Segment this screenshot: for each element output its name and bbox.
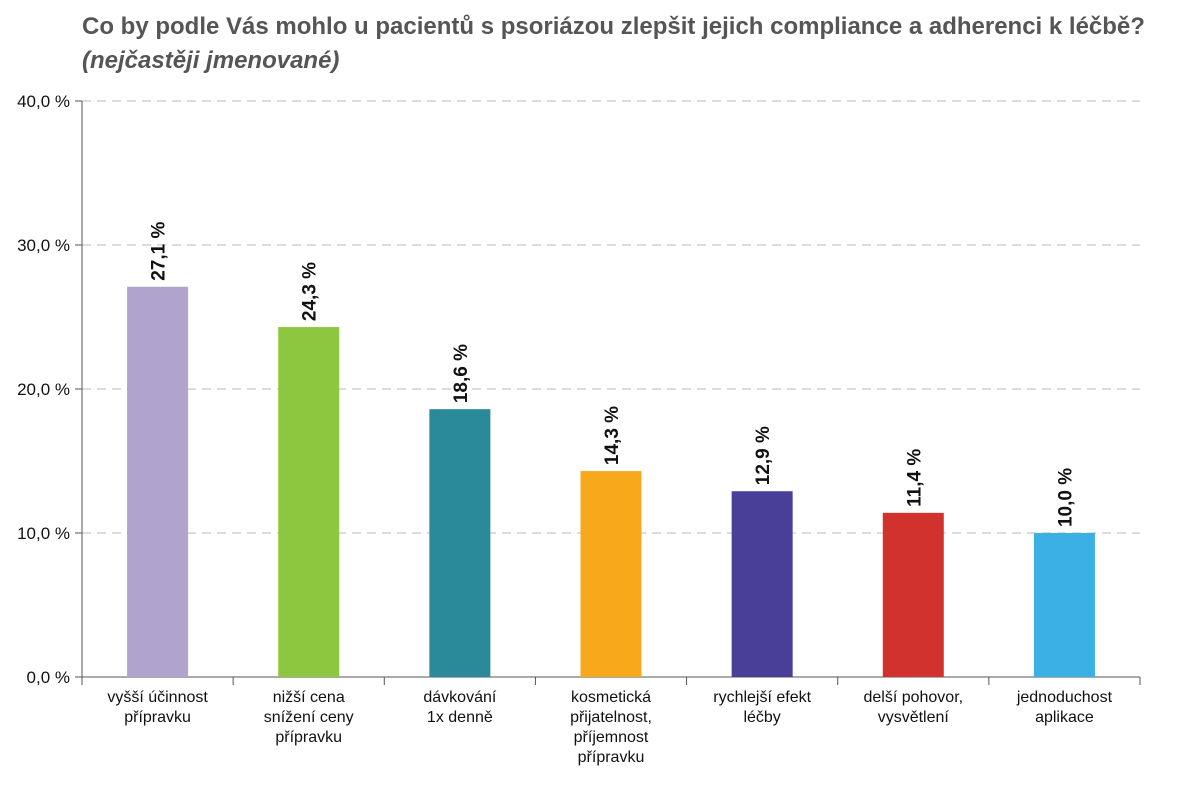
- bar-value-label: 10,0 %: [1055, 468, 1076, 527]
- x-category-label-line: léčby: [743, 709, 780, 726]
- x-category-label-line: snížení ceny: [264, 709, 354, 726]
- y-tick-label: 40,0 %: [17, 92, 70, 111]
- x-category-label: kosmetická přijatelnost, příjemnost příprav…: [570, 689, 652, 766]
- x-category-label: rychlejší efekt léčby: [713, 689, 811, 726]
- bar-value-label: 27,1 %: [149, 222, 170, 281]
- x-category-label-line: příjemnost: [574, 729, 649, 746]
- x-category-label: vyšší účinnost přípravku: [107, 689, 208, 726]
- x-category-label-line: přípravku: [275, 729, 342, 746]
- x-category-label-line: přijatelnost,: [570, 709, 652, 726]
- x-category-label-line: vysvětlení: [878, 709, 950, 726]
- x-category-label-line: delší pohovor,: [863, 689, 963, 706]
- x-category-label-line: rychlejší efekt: [713, 689, 811, 706]
- x-category-label: delší pohovor, vysvětlení: [863, 689, 963, 726]
- chart-title-main: Co by podle Vás mohlo u pacientů s psori…: [82, 13, 1145, 40]
- chart-title: Co by podle Vás mohlo u pacientů s psori…: [82, 10, 1192, 78]
- bar: [731, 491, 793, 677]
- bar: [429, 409, 491, 677]
- bar-value-label: 18,6 %: [451, 344, 472, 403]
- y-tick-label: 20,0 %: [17, 380, 70, 399]
- bar: [882, 512, 944, 677]
- x-category-label-line: kosmetická: [571, 689, 651, 706]
- bar-value-label: 24,3 %: [300, 262, 321, 321]
- bar: [127, 286, 189, 677]
- bar: [1033, 533, 1095, 677]
- bar: [580, 471, 642, 677]
- y-tick-label: 0,0 %: [27, 668, 70, 687]
- x-category-label-line: vyšší účinnost: [107, 689, 208, 706]
- bar-value-label: 14,3 %: [602, 406, 623, 465]
- chart-title-qualifier: (nejčastěji jmenované): [82, 47, 340, 74]
- x-category-label-line: aplikace: [1035, 709, 1094, 726]
- bar: [278, 327, 340, 677]
- x-category-label-line: přípravku: [578, 749, 645, 766]
- bar-value-label: 11,4 %: [904, 449, 925, 507]
- x-category-label: jednoduchost aplikace: [1016, 689, 1113, 726]
- x-category-label-line: dávkování: [423, 689, 496, 706]
- x-category-label: nižší cena snížení ceny přípravku: [264, 689, 354, 746]
- x-category-label-line: nižší cena: [273, 689, 345, 706]
- y-tick-label: 30,0 %: [17, 236, 70, 255]
- x-category-label-line: 1x denně: [427, 709, 493, 726]
- x-category-label: dávkování 1x denně: [423, 689, 496, 726]
- x-category-label-line: jednoduchost: [1016, 689, 1113, 706]
- x-category-label-line: přípravku: [124, 709, 191, 726]
- y-tick-label: 10,0 %: [17, 524, 70, 543]
- bar-value-label: 12,9 %: [753, 426, 774, 485]
